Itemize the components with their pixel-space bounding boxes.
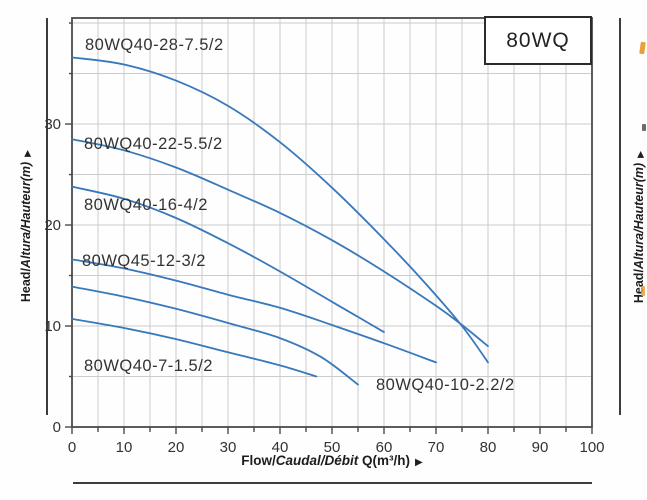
adjacent-y-label-translations: Altura/Hauteur(m) <box>632 162 646 270</box>
pump-curve <box>71 318 318 378</box>
x-tick-label: 100 <box>579 439 604 456</box>
pump-curve <box>71 258 437 364</box>
x-tick-label: 0 <box>68 439 76 456</box>
pump-curve <box>71 185 385 333</box>
series-title: 80WQ <box>506 28 570 52</box>
pump-curve <box>71 56 489 364</box>
y-tick-label: 20 <box>44 217 61 234</box>
pump-curve-label: 80WQ40-28-7.5/2 <box>85 36 224 54</box>
x-tick-label: 50 <box>324 439 341 456</box>
x-tick-label: 80 <box>480 439 497 456</box>
x-axis-label-translations: Caudal/Débit <box>275 453 359 468</box>
pump-curve-label: 80WQ45-12-3/2 <box>82 252 206 270</box>
x-tick-label: 40 <box>272 439 289 456</box>
series-title-box: 80WQ <box>484 16 592 65</box>
y-tick-label: 30 <box>44 116 61 133</box>
pump-curve <box>71 138 489 348</box>
y-axis-label-translations: Altura/Hauteur(m) <box>19 161 33 269</box>
x-tick-label: 10 <box>116 439 133 456</box>
y-tick-label: 10 <box>44 318 61 335</box>
x-axis-label-flow: Flow/ <box>241 453 276 468</box>
x-tick-label: 30 <box>220 439 237 456</box>
x-axis-label-unit: Q(m³/h) <box>358 453 411 468</box>
y-axis-label-head: Head/ <box>19 268 33 303</box>
x-tick-label: 70 <box>428 439 445 456</box>
up-arrow-icon: ▶ <box>22 149 32 157</box>
pump-curve-label: 80WQ40-22-5.5/2 <box>84 135 223 153</box>
x-tick-label: 90 <box>532 439 549 456</box>
right-margin-rule <box>619 18 621 415</box>
y-tick-label: 0 <box>53 419 61 436</box>
pump-curve <box>71 285 359 386</box>
left-margin-rule <box>46 18 48 415</box>
bottom-divider-rule <box>73 482 592 484</box>
cutoff-highlight-mark <box>641 286 645 296</box>
x-axis-label: Flow/Caudal/Débit Q(m³/h) ▶ <box>72 453 592 468</box>
x-tick-label: 60 <box>376 439 393 456</box>
cutoff-text-mark <box>642 124 646 131</box>
y-axis-label: Head/Altura/Hauteur(m) ▶ <box>19 128 33 324</box>
pump-curve-label: 80WQ40-7-1.5/2 <box>84 357 213 375</box>
pump-curve-label: 80WQ40-10-2.2/2 <box>376 376 515 394</box>
up-arrow-icon: ▶ <box>635 150 645 158</box>
x-tick-label: 20 <box>168 439 185 456</box>
pump-curve-label: 80WQ40-16-4/2 <box>84 196 208 214</box>
right-arrow-icon: ▶ <box>415 457 423 468</box>
